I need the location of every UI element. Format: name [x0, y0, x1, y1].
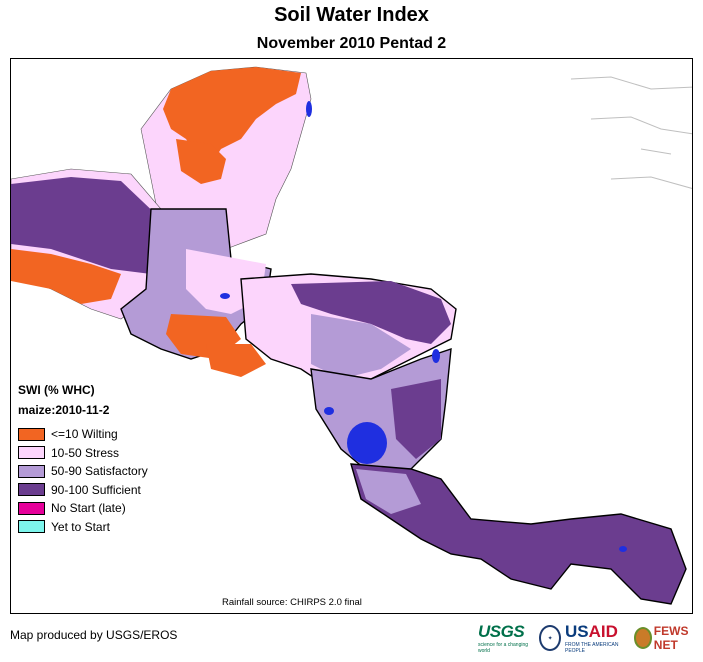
zone-elsalvador-wilting	[206, 344, 266, 377]
legend-swatch	[18, 446, 45, 460]
legend-swatch	[18, 427, 45, 441]
fewsnet-wordmark: FEWS NET	[653, 624, 689, 652]
legend-label: No Start (late)	[51, 501, 126, 516]
lake-panama	[619, 546, 627, 552]
lagoon-caribbean	[432, 349, 440, 363]
fewsnet-globe-icon	[633, 627, 652, 649]
lake-managua	[324, 407, 334, 415]
zone-honduras-satisfactory	[311, 314, 411, 379]
legend-item: Yet to Start	[18, 518, 218, 537]
legend-label: 90-100 Sufficient	[51, 482, 141, 497]
legend-swatch	[18, 483, 45, 497]
legend-subtitle: maize:2010-11-2	[18, 403, 110, 417]
lake-peten	[220, 293, 230, 299]
legend-label: 10-50 Stress	[51, 445, 120, 460]
legend-label: Yet to Start	[51, 519, 110, 534]
legend-item: 50-90 Satisfactory	[18, 462, 218, 481]
zone-mexico-wilting	[11, 249, 121, 304]
lake-nicaragua	[347, 422, 387, 464]
zone-honduras-sufficient	[291, 281, 451, 344]
rainfall-source-note: Rainfall source: CHIRPS 2.0 final	[222, 597, 362, 608]
map-panel	[10, 58, 693, 614]
legend-item: No Start (late)	[18, 499, 218, 518]
zone-costa-rica-satisfactory	[356, 469, 421, 514]
map-subtitle: November 2010 Pentad 2	[256, 35, 447, 52]
fewsnet-logo: FEWS NET	[633, 624, 703, 652]
legend-item: 10-50 Stress	[18, 444, 218, 463]
legend-item: <=10 Wilting	[18, 425, 218, 444]
zone-nicaragua-sufficient	[391, 379, 441, 459]
map-title: Soil Water Index	[274, 4, 429, 26]
usaid-seal-icon: ✦	[539, 625, 561, 651]
legend-title: SWI (% WHC)	[18, 383, 95, 397]
central-america-map	[11, 66, 692, 605]
legend-item: 90-100 Sufficient	[18, 481, 218, 500]
usgs-logo: USGS science for a changing world	[478, 622, 529, 654]
usgs-tagline: science for a changing world	[478, 642, 529, 654]
legend-swatch	[18, 520, 45, 534]
caribbean-islands	[570, 76, 692, 189]
legend-swatch	[18, 464, 45, 478]
lagoon-yucatan	[306, 101, 312, 117]
zone-yucatan-wilting-south	[176, 139, 226, 184]
zone-yucatan-wilting	[163, 67, 301, 164]
footer-logos: USGS science for a changing world ✦ USAI…	[478, 620, 703, 656]
legend-label: <=10 Wilting	[51, 427, 118, 442]
usgs-wordmark: USGS	[478, 622, 525, 641]
zone-mexico-sufficient	[11, 177, 179, 274]
region-costa-rica-panama	[350, 463, 687, 605]
legend-swatch	[18, 501, 45, 515]
usaid-logo: USAID FROM THE AMERICAN PEOPLE	[565, 622, 626, 654]
map-legend: SWI (% WHC) maize:2010-11-2 <=10 Wilting…	[18, 383, 218, 536]
usaid-tagline: FROM THE AMERICAN PEOPLE	[564, 642, 619, 654]
producer-credit: Map produced by USGS/EROS	[10, 628, 178, 642]
usaid-wordmark: USAID	[564, 622, 618, 641]
legend-items: <=10 Wilting 10-50 Stress 50-90 Satisfacto…	[18, 425, 218, 536]
legend-label: 50-90 Satisfactory	[51, 464, 148, 479]
